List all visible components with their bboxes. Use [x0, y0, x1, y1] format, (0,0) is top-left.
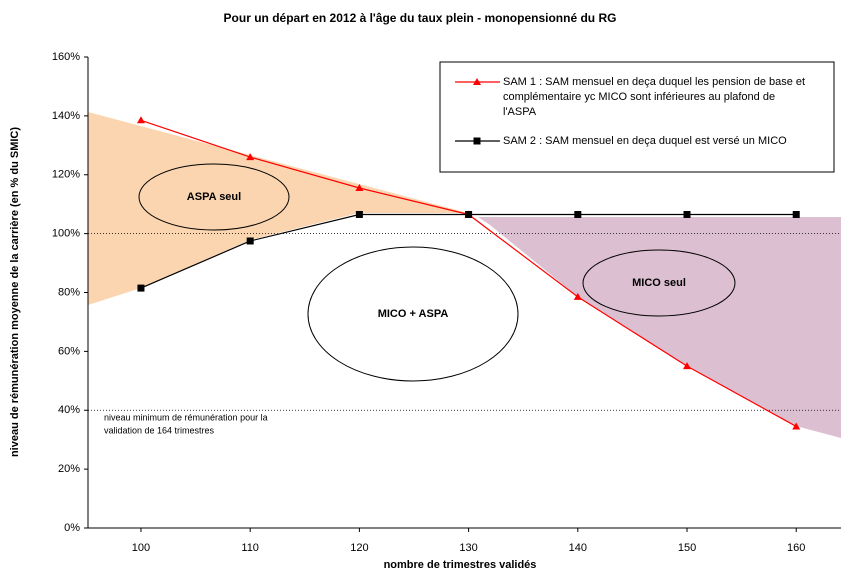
annotation: MICO seul [632, 277, 686, 289]
marker [473, 137, 481, 145]
marker [355, 183, 364, 191]
y-tick-label: 80% [58, 286, 80, 298]
x-tick-label: 130 [459, 542, 477, 554]
x-tick-label: 150 [678, 542, 696, 554]
aspa-ellipse [138, 163, 290, 231]
legend-label: SAM 1 : SAM mensuel en deça duquel les p… [503, 76, 805, 118]
marker [465, 210, 473, 218]
marker [573, 292, 582, 300]
mico-aspa-ellipse [307, 246, 519, 382]
marker [355, 210, 363, 218]
x-tick-label: 110 [241, 542, 259, 554]
legend-label: SAM 2 : SAM mensuel en deça duquel est v… [503, 135, 787, 147]
marker [792, 210, 800, 218]
y-axis-title: niveau de rémunération moyenne de la car… [9, 127, 21, 457]
y-tick-label: 100% [52, 228, 80, 240]
x-tick-label: 100 [132, 542, 150, 554]
annotation: ASPA seul [187, 191, 241, 203]
x-tick-label: 120 [350, 542, 368, 554]
chart-title: Pour un départ en 2012 à l'âge du taux p… [224, 11, 617, 25]
y-tick-label: 40% [58, 404, 80, 416]
marker [792, 422, 801, 430]
y-tick-label: 20% [58, 463, 80, 475]
y-tick-label: 60% [58, 345, 80, 357]
y-tick-label: 140% [52, 110, 80, 122]
y-tick-label: 0% [64, 522, 80, 534]
annotation: niveau minimum de rémunération pour la [104, 412, 268, 422]
annotation: MICO + ASPA [378, 308, 449, 320]
marker [683, 210, 691, 218]
marker [246, 153, 255, 161]
marker [473, 78, 481, 85]
mico-zone [478, 217, 841, 438]
marker [137, 284, 145, 292]
mico-ellipse [582, 249, 736, 317]
annotation: validation de 164 trimestres [104, 425, 215, 435]
x-tick-label: 140 [569, 542, 587, 554]
y-tick-label: 120% [52, 169, 80, 181]
y-tick-label: 160% [52, 51, 80, 63]
x-tick-label: 160 [787, 542, 805, 554]
aspa-zone [88, 112, 468, 305]
marker [574, 210, 582, 218]
marker [246, 237, 254, 245]
x-axis-title: nombre de trimestres validés [384, 559, 537, 571]
marker [136, 116, 145, 124]
legend-box [439, 61, 835, 173]
marker [683, 362, 692, 370]
